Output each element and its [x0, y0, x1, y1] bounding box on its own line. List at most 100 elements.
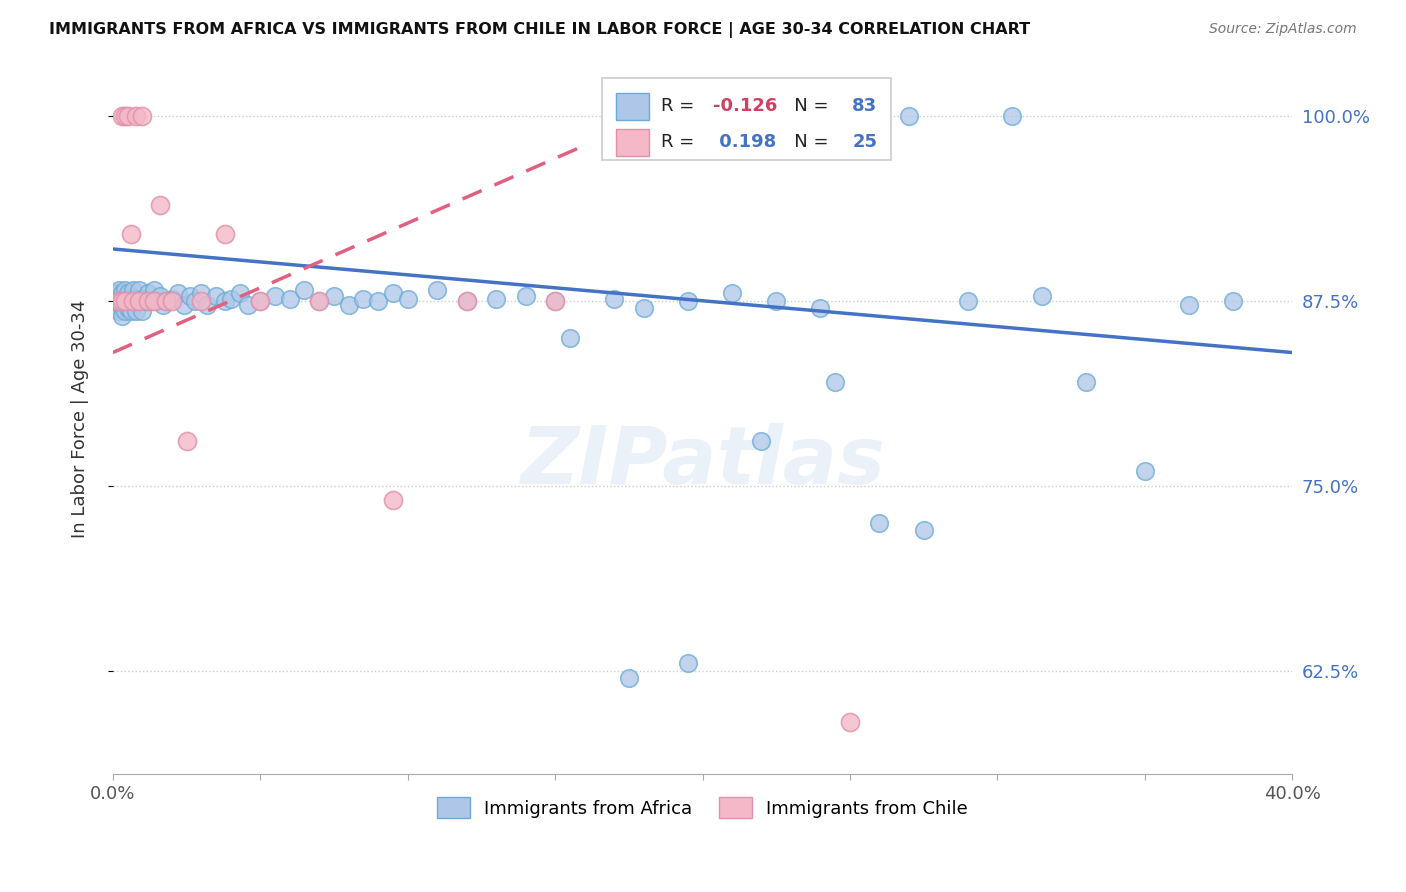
Point [117, 293, 139, 308]
Point [912, 523, 935, 537]
Point [111, 301, 134, 315]
Point [228, 286, 250, 301]
Point [603, 293, 626, 307]
Y-axis label: In Labor Force | Age 30-34: In Labor Force | Age 30-34 [72, 300, 89, 538]
Point [120, 227, 142, 242]
Point [128, 284, 150, 298]
Point [117, 286, 139, 301]
Point [131, 109, 153, 123]
Point [544, 293, 567, 308]
Point [107, 284, 129, 298]
Point [111, 309, 134, 323]
Point [839, 715, 862, 730]
Point [166, 286, 188, 301]
Point [141, 293, 163, 308]
Point [107, 293, 129, 307]
Text: N =: N = [778, 96, 834, 115]
Point [111, 293, 134, 308]
Point [152, 298, 174, 312]
Point [396, 293, 419, 307]
Point [111, 286, 134, 301]
Point [278, 293, 301, 307]
Point [114, 284, 136, 298]
Point [114, 109, 136, 123]
Point [122, 293, 145, 308]
Point [114, 293, 136, 308]
Point [308, 293, 330, 308]
Point [676, 656, 699, 670]
Point [125, 109, 148, 123]
Point [294, 284, 316, 298]
Point [146, 293, 169, 308]
Point [190, 286, 212, 301]
Point [367, 293, 389, 308]
Point [219, 293, 242, 307]
Point [751, 434, 773, 449]
Point [179, 289, 201, 303]
Point [111, 109, 134, 123]
Point [1222, 293, 1244, 308]
Point [721, 286, 744, 301]
Text: Source: ZipAtlas.com: Source: ZipAtlas.com [1209, 22, 1357, 37]
Point [120, 293, 142, 307]
Point [676, 293, 699, 308]
Text: ZIPatlas: ZIPatlas [520, 423, 884, 500]
Point [155, 293, 177, 308]
Text: 25: 25 [852, 133, 877, 151]
Point [249, 293, 271, 308]
Point [485, 293, 508, 307]
Point [117, 109, 139, 123]
Text: 83: 83 [852, 96, 877, 115]
FancyBboxPatch shape [616, 93, 650, 120]
Point [249, 293, 271, 308]
Point [104, 293, 127, 308]
Text: 0.198: 0.198 [713, 133, 776, 151]
Point [456, 293, 478, 308]
Text: N =: N = [778, 133, 834, 151]
Point [617, 671, 640, 685]
Point [128, 293, 150, 308]
Legend: Immigrants from Africa, Immigrants from Chile: Immigrants from Africa, Immigrants from … [430, 790, 976, 825]
Point [125, 293, 148, 307]
Point [264, 289, 287, 303]
Point [155, 293, 177, 308]
Point [104, 301, 127, 315]
Point [824, 375, 846, 389]
Point [381, 493, 404, 508]
Point [868, 516, 890, 530]
FancyBboxPatch shape [602, 78, 891, 160]
Point [149, 289, 172, 303]
Point [125, 304, 148, 318]
Point [107, 293, 129, 308]
Point [633, 301, 655, 315]
Point [176, 434, 198, 449]
Point [173, 298, 195, 312]
Point [111, 293, 134, 308]
Point [205, 289, 228, 303]
Point [1133, 464, 1156, 478]
Point [160, 293, 183, 308]
Point [136, 286, 159, 301]
Point [765, 293, 787, 308]
Point [122, 284, 145, 298]
Point [104, 286, 127, 301]
Point [134, 293, 156, 308]
Point [114, 304, 136, 318]
Point [515, 289, 537, 303]
Point [1031, 289, 1053, 303]
Point [120, 304, 142, 318]
Point [1178, 298, 1201, 312]
Point [128, 293, 150, 308]
Point [956, 293, 979, 308]
Point [353, 293, 375, 307]
Point [131, 304, 153, 318]
Text: R =: R = [661, 96, 700, 115]
Text: -0.126: -0.126 [713, 96, 778, 115]
Point [323, 289, 346, 303]
Point [149, 197, 172, 211]
Point [160, 293, 183, 307]
Point [214, 227, 236, 242]
Point [184, 293, 207, 308]
Point [143, 293, 166, 308]
Text: IMMIGRANTS FROM AFRICA VS IMMIGRANTS FROM CHILE IN LABOR FORCE | AGE 30-34 CORRE: IMMIGRANTS FROM AFRICA VS IMMIGRANTS FRO… [49, 22, 1031, 38]
